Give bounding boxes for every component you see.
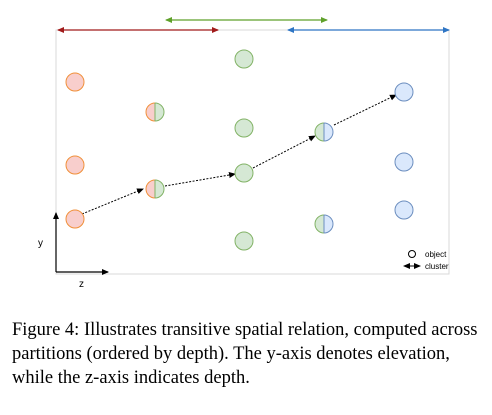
path-segment: [252, 135, 316, 169]
green-object: [234, 49, 254, 69]
transitive-relation-diagram: y z object cluster: [38, 17, 450, 290]
green-object: [234, 163, 254, 183]
blue-object: [394, 82, 414, 102]
red-green-split-object: [145, 179, 165, 199]
path-segment: [164, 172, 236, 187]
green-blue-split-object: [314, 122, 334, 142]
path-segment: [333, 94, 397, 126]
blue-object: [394, 152, 414, 172]
blue-object: [394, 200, 414, 220]
green-object: [234, 231, 254, 251]
green-blue-split-object: [314, 214, 334, 234]
y-axis-label: y: [38, 238, 43, 249]
red-object: [65, 72, 85, 92]
red-green-split-object: [145, 102, 165, 122]
z-axis-label: z: [79, 279, 84, 290]
red-object: [65, 209, 85, 229]
diagram-frame: [55, 29, 450, 275]
green-object: [234, 118, 254, 138]
red-object: [65, 155, 85, 175]
path-segment: [81, 188, 144, 215]
legend-object-label: object: [425, 250, 447, 259]
legend-object-icon: [408, 250, 416, 258]
legend: object cluster: [403, 250, 449, 271]
figure-caption: Figure 4: Illustrates transitive spatial…: [12, 320, 478, 388]
transitive-path: [81, 94, 397, 215]
legend-cluster-label: cluster: [425, 262, 449, 271]
